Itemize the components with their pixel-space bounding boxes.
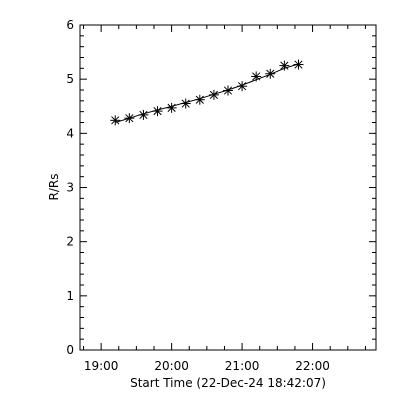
- y-tick-label: 4: [66, 126, 74, 140]
- data-point: [223, 85, 233, 96]
- x-axis-label: Start Time (22-Dec-24 18:42:07): [130, 376, 326, 390]
- y-tick-label: 6: [66, 18, 74, 32]
- x-tick-label: 21:00: [225, 359, 260, 373]
- data-point: [265, 68, 276, 79]
- data-point: [293, 59, 304, 70]
- data-point: [251, 71, 262, 82]
- x-tick-label: 19:00: [84, 359, 119, 373]
- data-point: [180, 98, 191, 109]
- data-point: [208, 89, 219, 100]
- data-point: [194, 94, 205, 105]
- data-point: [237, 81, 248, 92]
- data-points: [110, 59, 304, 126]
- data-point: [138, 109, 149, 120]
- y-axis-label: R/Rs: [47, 174, 61, 201]
- data-point: [152, 106, 163, 117]
- x-tick-label: 22:00: [295, 359, 330, 373]
- data-point: [279, 60, 290, 71]
- x-tick-label: 20:00: [154, 359, 189, 373]
- data-point: [166, 102, 177, 113]
- data-point: [124, 113, 135, 124]
- y-tick-label: 1: [66, 289, 74, 303]
- data-point: [110, 115, 121, 126]
- axes: 19:00 20:00 21:00 22:00 0 1 2 3 4 5 6: [66, 18, 377, 373]
- y-tick-label: 5: [66, 72, 74, 86]
- y-tick-label: 2: [66, 235, 74, 249]
- plot-frame: [79, 24, 377, 351]
- y-tick-label: 0: [66, 343, 74, 357]
- y-tick-label: 3: [66, 181, 74, 195]
